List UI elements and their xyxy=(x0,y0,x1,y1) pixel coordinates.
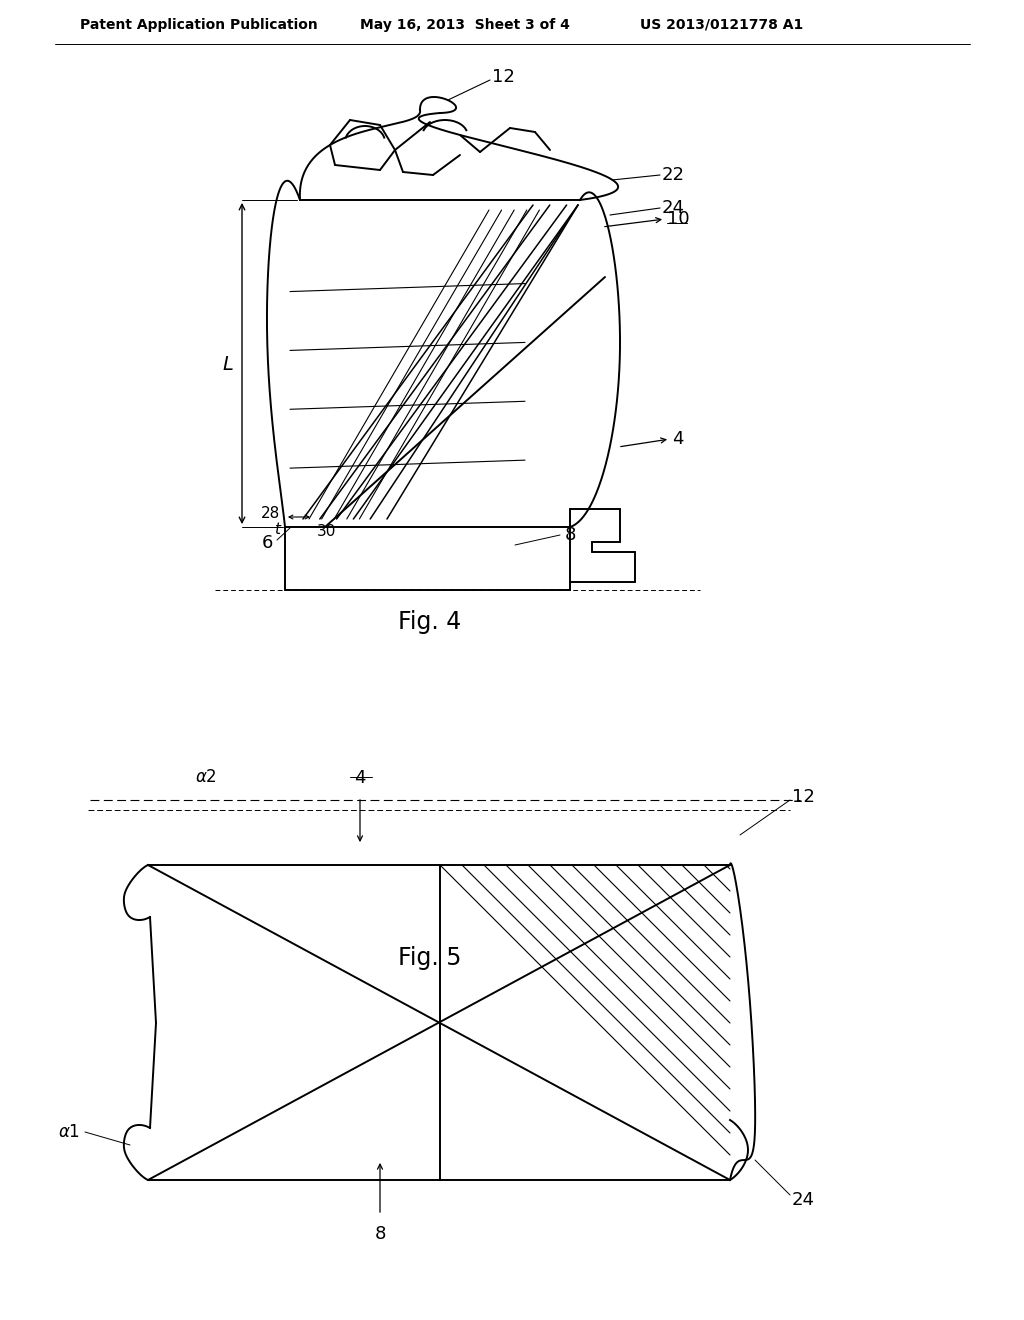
Text: $\alpha$1: $\alpha$1 xyxy=(58,1123,80,1140)
Text: 28: 28 xyxy=(261,506,280,520)
Text: Fig. 5: Fig. 5 xyxy=(398,946,462,970)
Text: $\alpha$2: $\alpha$2 xyxy=(195,768,217,785)
Text: 6: 6 xyxy=(261,535,273,552)
Text: 30: 30 xyxy=(317,524,336,539)
Text: 8: 8 xyxy=(375,1225,386,1243)
Text: L: L xyxy=(222,355,233,374)
Text: May 16, 2013  Sheet 3 of 4: May 16, 2013 Sheet 3 of 4 xyxy=(360,18,570,32)
Text: t: t xyxy=(274,521,280,536)
Text: 22: 22 xyxy=(662,166,685,183)
Text: 24: 24 xyxy=(662,199,685,216)
Text: 4: 4 xyxy=(672,430,683,447)
Text: 10: 10 xyxy=(667,210,689,228)
Text: US 2013/0121778 A1: US 2013/0121778 A1 xyxy=(640,18,803,32)
Text: 4: 4 xyxy=(354,770,366,787)
Text: Fig. 4: Fig. 4 xyxy=(398,610,462,634)
Text: 24: 24 xyxy=(792,1191,815,1209)
Text: 12: 12 xyxy=(492,69,515,86)
Text: 12: 12 xyxy=(792,788,815,807)
Text: 8: 8 xyxy=(565,525,577,544)
Text: Patent Application Publication: Patent Application Publication xyxy=(80,18,317,32)
